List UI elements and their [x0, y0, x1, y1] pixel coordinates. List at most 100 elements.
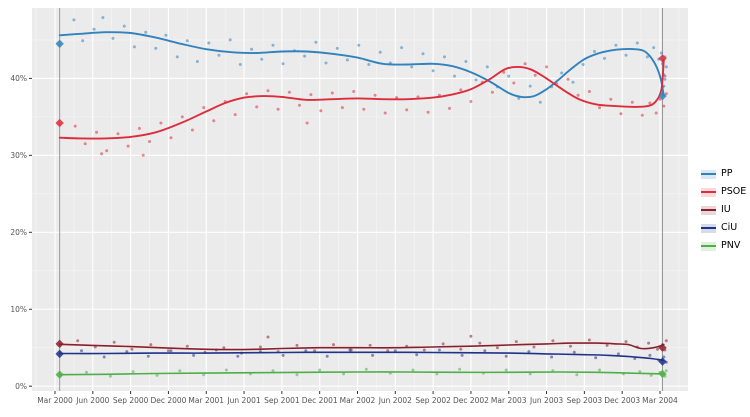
- legend-item-pnv: PNV: [701, 237, 746, 255]
- legend-label: PSOE: [721, 186, 747, 198]
- x-tick-label: Dec 2002: [453, 396, 489, 405]
- poll-dot: [132, 45, 136, 49]
- poll-dot: [125, 350, 129, 354]
- poll-dot: [266, 335, 270, 339]
- poll-dot: [271, 43, 275, 47]
- poll-dot: [448, 106, 451, 110]
- poll-dot: [131, 370, 135, 374]
- x-tick-label: Mar 2001: [188, 396, 224, 405]
- poll-dot: [340, 106, 344, 110]
- poll-dot: [202, 106, 206, 110]
- x-tick-label: Sep 2000: [113, 396, 149, 405]
- poll-dots-psoe: [73, 62, 668, 157]
- poll-dot: [271, 369, 275, 373]
- poll-dot: [305, 121, 309, 125]
- poll-dot: [105, 149, 109, 153]
- poll-dot: [126, 144, 130, 148]
- poll-dot: [598, 106, 601, 110]
- poll-dot: [159, 121, 163, 125]
- poll-dot: [207, 41, 211, 45]
- x-tick-label: Sep 2002: [415, 396, 451, 405]
- poll-dot: [146, 354, 150, 358]
- trend-line-psoe: [58, 58, 665, 140]
- poll-dot: [233, 113, 237, 117]
- poll-dot: [222, 346, 226, 350]
- poll-dot: [664, 92, 668, 96]
- poll-dot: [281, 353, 285, 357]
- poll-dot: [437, 348, 441, 352]
- poll-dot: [276, 107, 280, 111]
- poll-dot: [614, 43, 618, 47]
- poll-dot: [109, 374, 112, 378]
- axes: 0%10%20%30%40%Mar 2000 Jun 2000 Sep 2000 De…: [10, 74, 678, 405]
- poll-dot: [155, 373, 159, 377]
- y-tick-label: 40%: [10, 74, 27, 83]
- poll-dot: [551, 339, 555, 343]
- legend-line: [701, 173, 716, 175]
- poll-dot: [532, 345, 536, 349]
- poll-dot: [309, 93, 313, 97]
- poll-dot: [192, 353, 196, 357]
- poll-dot: [659, 51, 663, 55]
- poll-dot: [490, 90, 494, 94]
- poll-dot: [426, 110, 430, 114]
- poll-dot: [662, 104, 666, 108]
- poll-dot: [245, 92, 249, 96]
- poll-dot: [298, 103, 301, 107]
- poll-dot: [373, 93, 377, 97]
- poll-dot: [111, 36, 115, 40]
- poll-dot: [664, 369, 668, 373]
- poll-dot: [431, 69, 435, 73]
- election-result-diamond-pp: [55, 39, 64, 48]
- poll-dot: [652, 46, 656, 50]
- poll-dot: [85, 370, 88, 374]
- poll-dot: [405, 108, 409, 112]
- poll-dot: [609, 97, 613, 101]
- poll-dot: [410, 65, 414, 69]
- poll-dot: [178, 369, 182, 373]
- poll-dot: [166, 349, 170, 353]
- poll-dot: [645, 55, 649, 59]
- poll-dot: [260, 57, 264, 61]
- poll-dot: [101, 16, 105, 20]
- poll-dot: [571, 80, 575, 84]
- poll-dot: [504, 354, 508, 358]
- poll-dot: [102, 355, 106, 359]
- poll-dot: [357, 43, 361, 47]
- election-result-diamond-pnv: [658, 369, 667, 379]
- poll-dot: [383, 111, 387, 115]
- poll-dot: [319, 109, 323, 113]
- poll-dot: [224, 368, 228, 372]
- poll-dot: [459, 347, 463, 351]
- poll-dot: [469, 100, 473, 103]
- poll-dot: [217, 53, 221, 57]
- data-layer: [55, 16, 668, 379]
- poll-dot: [560, 71, 564, 75]
- poll-dot: [593, 50, 596, 53]
- poll-dot: [81, 39, 85, 43]
- poll-dot: [295, 373, 299, 377]
- poll-dot: [649, 373, 653, 377]
- election-result-diamond-pnv: [55, 370, 64, 379]
- election-result-diamond-pp: [658, 91, 667, 101]
- chart-legend: PP PSOE IU CiU PNV: [701, 165, 746, 255]
- poll-dot: [212, 119, 216, 123]
- poll-dot: [495, 346, 499, 350]
- poll-dot: [378, 50, 382, 54]
- poll-dot: [137, 126, 141, 130]
- poll-dot: [605, 343, 609, 347]
- election-result-diamond-psoe: [55, 118, 64, 128]
- poll-dot: [624, 53, 628, 57]
- poll-dot: [348, 348, 352, 352]
- legend-line: [701, 191, 716, 193]
- poll-dot: [185, 39, 189, 43]
- poll-dot: [281, 62, 285, 66]
- legend-item-ciu: CiU: [701, 219, 746, 237]
- x-tick-label: Jun 2000: [75, 396, 109, 405]
- poll-dot: [656, 347, 659, 351]
- poll-dot: [630, 100, 634, 104]
- poll-dot: [122, 24, 126, 28]
- poll-dot: [648, 353, 652, 357]
- poll-dot: [572, 350, 576, 354]
